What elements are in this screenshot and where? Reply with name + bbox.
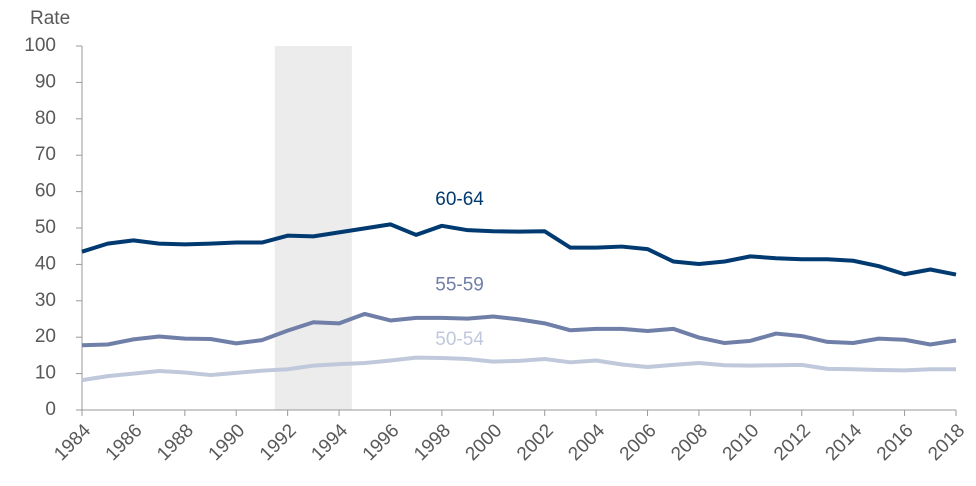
y-tick-label: 20 <box>35 326 56 347</box>
x-tick-label: 2006 <box>616 420 661 465</box>
series-line <box>81 355 956 383</box>
y-axis-label: Rate <box>30 8 70 29</box>
y-tick-label: 90 <box>35 71 56 92</box>
x-tick-label: 1986 <box>102 420 147 465</box>
y-tick-label: 40 <box>35 253 56 274</box>
x-tick-label: 2016 <box>873 420 918 465</box>
y-tick-label: 70 <box>35 144 56 165</box>
y-tick-label: 30 <box>35 290 56 311</box>
x-tick-label: 1992 <box>256 420 301 465</box>
x-tick-label: 2004 <box>564 420 609 465</box>
x-tick-label: 2008 <box>667 420 712 465</box>
x-tick-label: 2000 <box>462 420 507 465</box>
x-tick-label: 2002 <box>513 420 558 465</box>
x-tick-label: 1994 <box>307 420 352 465</box>
series-label: 50-54 <box>435 329 484 350</box>
y-tick-label: 10 <box>35 363 56 384</box>
y-tick-label: 0 <box>45 399 56 420</box>
x-tick-label: 1998 <box>410 420 455 465</box>
x-tick-label: 2018 <box>924 420 969 465</box>
x-tick-label: 2012 <box>770 420 815 465</box>
y-tick-label: 60 <box>35 181 56 202</box>
shaded-period <box>274 46 352 410</box>
x-tick-label: 2010 <box>719 420 764 465</box>
series-label: 55-59 <box>435 275 484 296</box>
x-tick-label: 1996 <box>359 420 404 465</box>
series-line <box>81 222 957 277</box>
x-tick-label: 2014 <box>822 420 867 465</box>
y-tick-label: 80 <box>35 108 56 129</box>
series-label: 60-64 <box>435 189 484 210</box>
series-line <box>81 311 957 348</box>
y-tick-label: 100 <box>24 35 56 56</box>
x-tick-label: 1990 <box>205 420 250 465</box>
x-tick-label: 1984 <box>50 420 95 465</box>
y-tick-label: 50 <box>35 217 56 238</box>
x-tick-label: 1988 <box>153 420 198 465</box>
